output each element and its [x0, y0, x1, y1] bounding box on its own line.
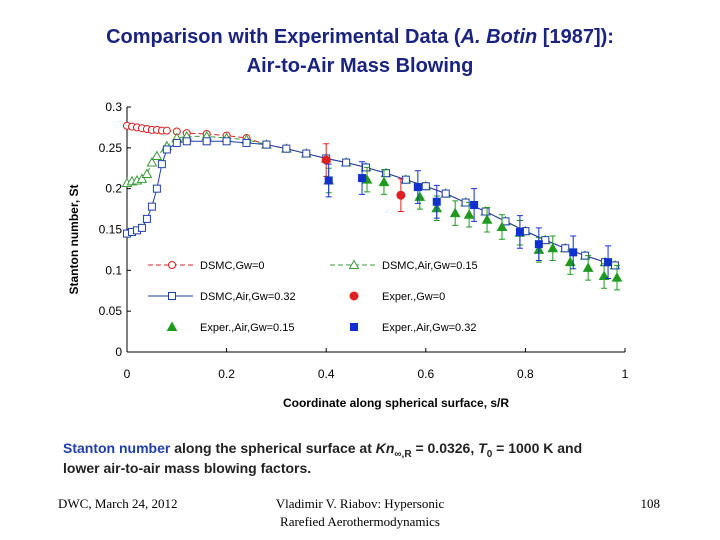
- legend-marker: [168, 261, 176, 269]
- legend-label: DSMC,Air,Gw=0.32: [200, 291, 296, 303]
- marker: [515, 227, 524, 236]
- y-tick-label: 0.15: [99, 223, 123, 237]
- marker: [481, 207, 490, 216]
- marker: [547, 242, 559, 253]
- marker: [136, 173, 148, 183]
- caption-part: Kn: [376, 440, 395, 456]
- caption-part: along the spherical surface at: [170, 440, 375, 456]
- caption-part: 0: [487, 449, 493, 460]
- marker: [401, 175, 410, 184]
- title-part: Comparison with Experimental Data (: [106, 26, 461, 48]
- legend-marker: [168, 292, 176, 300]
- marker: [432, 197, 441, 206]
- x-tick-label: 0.4: [318, 367, 335, 381]
- caption-part: Stanton number: [63, 440, 171, 456]
- legend-label: Exper.,Gw=0: [382, 291, 445, 303]
- legend-marker: [166, 321, 178, 331]
- marker: [162, 126, 171, 135]
- marker: [421, 182, 430, 191]
- marker: [396, 190, 406, 200]
- marker: [282, 144, 291, 153]
- caption: Stanton number along the spherical surfa…: [63, 440, 582, 460]
- marker: [262, 140, 271, 149]
- x-tick-label: 0.8: [517, 367, 534, 381]
- marker: [141, 168, 153, 178]
- marker: [152, 184, 161, 193]
- caption-part: ∞,R: [394, 449, 412, 460]
- marker: [242, 138, 251, 147]
- marker: [463, 209, 475, 219]
- marker: [172, 138, 181, 147]
- marker: [604, 258, 613, 267]
- marker: [342, 158, 351, 167]
- marker: [146, 157, 158, 167]
- footer-center: Rarefied Aerothermodynamics: [280, 514, 440, 529]
- legend-label: Exper.,Air,Gw=0.32: [382, 322, 476, 334]
- marker: [358, 174, 367, 183]
- legend-label: DSMC,Gw=0: [200, 260, 265, 272]
- marker: [182, 137, 191, 146]
- legend-marker: [350, 323, 358, 331]
- y-tick-label: 0.25: [99, 141, 123, 155]
- marker: [598, 270, 610, 281]
- legend-marker: [349, 291, 359, 301]
- marker: [569, 248, 578, 257]
- y-tick-label: 0.1: [105, 263, 122, 277]
- footer-center: Vladimir V. Riabov: Hypersonic: [276, 496, 445, 511]
- x-tick-label: 0.2: [218, 367, 235, 381]
- marker: [162, 145, 171, 154]
- chart: 0 0.05 0.1 0.15 0.2 0.25 0.3 0 0.2 0.4 0.6 0.8 1 Coor…: [67, 100, 629, 410]
- marker: [541, 236, 550, 245]
- legend-label: Exper.,Air,Gw=0.15: [200, 322, 294, 334]
- marker: [481, 214, 493, 224]
- marker: [142, 214, 151, 223]
- marker: [413, 183, 422, 192]
- marker: [611, 272, 623, 282]
- x-tick-label: 0.6: [417, 367, 434, 381]
- marker: [564, 256, 576, 267]
- x-tick-label: 0: [124, 367, 131, 381]
- y-axis-label: Stanton number, St: [67, 184, 81, 294]
- footer-left: DWC, March 24, 2012: [58, 496, 178, 511]
- y-tick-label: 0.2: [105, 182, 122, 196]
- marker: [147, 202, 156, 211]
- marker: [449, 207, 461, 218]
- marker: [321, 155, 331, 165]
- marker: [441, 189, 450, 198]
- slide-title: Comparison with Experimental Data (A. Bo…: [106, 26, 614, 48]
- marker: [582, 262, 594, 272]
- marker: [496, 221, 508, 232]
- marker: [534, 240, 543, 249]
- caption-part: = 0.0326,: [412, 440, 479, 456]
- marker: [157, 160, 166, 169]
- x-tick-label: 1: [622, 367, 629, 381]
- legend-label: DSMC,Air,Gw=0.15: [382, 260, 478, 272]
- y-tick-label: 0.3: [105, 100, 122, 114]
- caption-part: T: [478, 440, 488, 456]
- marker: [470, 201, 479, 209]
- caption-part: = 1000 K and: [492, 440, 582, 456]
- marker: [561, 244, 570, 253]
- marker: [137, 223, 146, 232]
- marker: [202, 137, 211, 146]
- marker: [151, 150, 163, 160]
- title-part: [1987]):: [537, 26, 614, 48]
- title-part: A. Botin: [460, 26, 538, 48]
- y-tick-label: 0.05: [99, 304, 123, 318]
- slide-title: Air-to-Air Mass Blowing: [247, 55, 474, 77]
- caption: lower air-to-air mass blowing factors.: [63, 460, 311, 476]
- footer-right: 108: [641, 496, 661, 511]
- y-tick-label: 0: [115, 345, 122, 359]
- marker: [378, 176, 390, 187]
- legend-marker: [348, 259, 360, 269]
- marker: [302, 149, 311, 158]
- marker: [324, 176, 333, 185]
- marker: [222, 137, 231, 146]
- x-axis-label: Coordinate along spherical surface, s/R: [283, 396, 509, 410]
- marker: [414, 191, 426, 201]
